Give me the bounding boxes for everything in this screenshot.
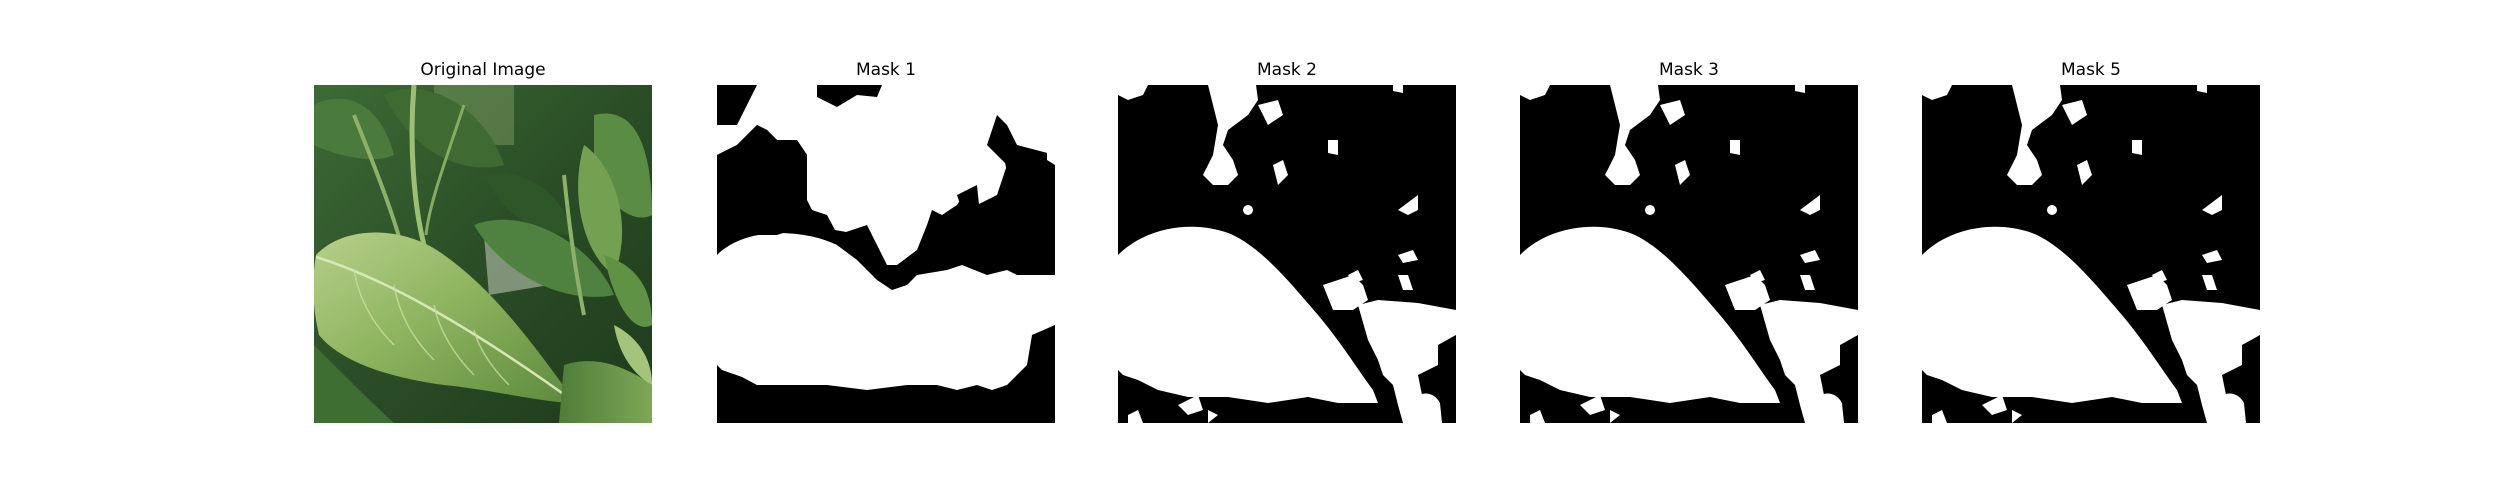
- mask-1-image: [717, 85, 1055, 423]
- panel-title-mask-3: Mask 3: [1658, 60, 1719, 80]
- panel-title-original: Original Image: [420, 60, 546, 80]
- original-image-svg: [314, 85, 652, 423]
- mask-2-svg: [1118, 85, 1456, 423]
- mask-3-image: [1520, 85, 1858, 423]
- panel-title-mask-1: Mask 1: [855, 60, 916, 80]
- mask-5-svg: [1922, 85, 2260, 423]
- mask-3-svg: [1520, 85, 1858, 423]
- mask-2-image: [1118, 85, 1456, 423]
- mask-5-image: [1922, 85, 2260, 423]
- panel-title-mask-2: Mask 2: [1256, 60, 1317, 80]
- mask-1-svg: [717, 85, 1055, 423]
- panel-title-mask-5: Mask 5: [2060, 60, 2121, 80]
- original-image: [314, 85, 652, 423]
